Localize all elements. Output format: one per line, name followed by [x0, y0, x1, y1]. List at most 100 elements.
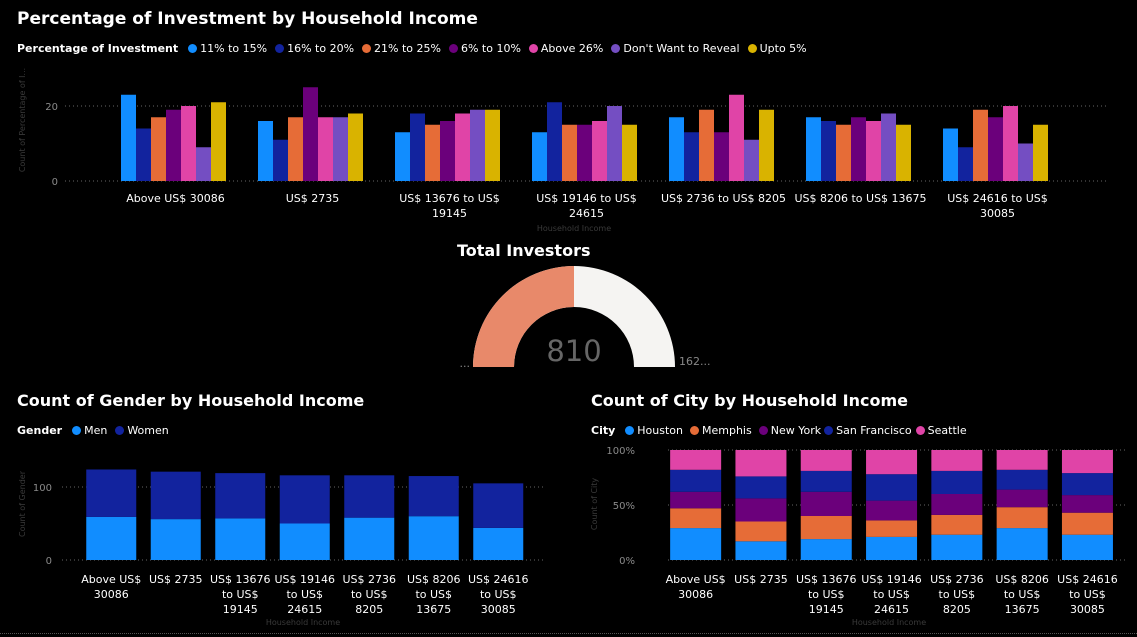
investment-legend-item-21-to-25[interactable]: 21% to 25%: [362, 42, 441, 55]
investment-legend-item-don-t-want-to-reveal[interactable]: Don't Want to Reveal: [611, 42, 740, 55]
legend-label: Seattle: [927, 424, 967, 437]
city-legend-item-memphis[interactable]: Memphis: [690, 424, 752, 437]
legend-label: Women: [127, 424, 169, 437]
city-bar-san-francisco: [931, 470, 983, 494]
gauge-fill: [473, 266, 574, 367]
city-bar-houston: [1061, 534, 1113, 560]
legend-label: Houston: [637, 424, 683, 437]
city-legend-item-san-francisco[interactable]: San Francisco: [824, 424, 912, 437]
investment-bar-21-to-25: [288, 117, 303, 181]
investment-bar-21-to-25: [973, 109, 988, 181]
gender-bar-women: [86, 469, 137, 517]
city-bar-houston: [866, 536, 918, 560]
investment-legend: Percentage of Investment 11% to 15% 16% to…: [17, 42, 809, 55]
city-bar-memphis: [670, 508, 722, 529]
city-bar-new-york: [670, 491, 722, 509]
gender-legend: Gender Men Women: [17, 424, 171, 437]
city-bar-new-york: [800, 491, 852, 516]
investment-category-label: US$ 13676 to US$ 19145: [399, 192, 500, 220]
investment-bar-11-to-15: [943, 128, 958, 181]
city-bar-new-york: [1061, 495, 1113, 513]
gender-category-label: Above US$ 30086: [81, 573, 141, 601]
gender-legend-item-men[interactable]: Men: [72, 424, 107, 437]
investment-legend-item-11-to-15[interactable]: 11% to 15%: [188, 42, 267, 55]
city-legend: City Houston Memphis New York San Francisco S…: [591, 424, 967, 437]
city-category-label: Above US$ 30086: [666, 573, 726, 601]
city-bar-memphis: [735, 521, 787, 542]
city-bar-san-francisco: [670, 469, 722, 492]
gender-legend-title: Gender: [17, 424, 63, 437]
city-bar-san-francisco: [1061, 473, 1113, 496]
investment-bar-21-to-25: [562, 124, 577, 181]
city-bar-houston: [800, 539, 852, 560]
city-bar-memphis: [996, 507, 1048, 529]
investment-legend-item-6-to-10[interactable]: 6% to 10%: [448, 42, 521, 55]
investment-bar-11-to-15: [121, 94, 136, 181]
legend-label: San Francisco: [836, 424, 912, 437]
city-bar-seattle: [670, 450, 722, 470]
city-bar-seattle: [800, 450, 852, 471]
investment-bar-upto-5: [896, 124, 911, 181]
investment-legend-title: Percentage of Investment: [17, 42, 179, 55]
investment-bar-above-26: [455, 113, 470, 181]
legend-dot: [824, 426, 834, 435]
gender-chart: 0 100 Count of Gender Household Income Above…: [18, 469, 545, 627]
investment-bar-don-t-want-to-reveal: [1018, 143, 1033, 181]
gender-category-label: US$ 2736 to US$ 8205: [342, 573, 396, 616]
investment-bar-16-to-20: [958, 147, 973, 181]
legend-dot: [611, 44, 621, 53]
investment-bar-above-26: [318, 117, 333, 181]
investment-ytick-label: 0: [52, 177, 58, 188]
legend-dot: [747, 44, 757, 53]
gender-bar-men: [473, 527, 524, 560]
gender-bar-women: [215, 473, 266, 519]
investment-category-label: US$ 8206 to US$ 13675: [794, 192, 926, 205]
investment-bar-don-t-want-to-reveal: [333, 117, 348, 181]
city-legend-item-new-york[interactable]: New York: [758, 424, 821, 437]
city-category-label: US$ 24616 to US$ 30085: [1057, 573, 1118, 616]
city-ytick-label: 0%: [619, 556, 635, 567]
investment-bar-11-to-15: [806, 117, 821, 181]
investment-bar-6-to-10: [577, 124, 592, 181]
gender-bar-women: [279, 475, 330, 524]
legend-label: Upto 5%: [759, 42, 807, 55]
investment-xlabel: Household Income: [537, 224, 611, 233]
city-legend-item-seattle[interactable]: Seattle: [915, 424, 967, 437]
investment-chart: 0 20 Count of Percentage of I... Household …: [18, 68, 1107, 233]
investment-bar-above-26: [592, 121, 607, 181]
investment-category-label: Above US$ 30086: [126, 192, 225, 205]
gender-bar-men: [408, 516, 459, 560]
investment-bar-6-to-10: [440, 121, 455, 181]
investment-bar-upto-5: [211, 102, 226, 181]
investment-legend-item-16-to-20[interactable]: 16% to 20%: [275, 42, 354, 55]
legend-label: 11% to 15%: [200, 42, 268, 55]
investment-bar-11-to-15: [669, 117, 684, 181]
investment-legend-item-upto-5[interactable]: Upto 5%: [747, 42, 807, 55]
legend-dot: [362, 44, 372, 53]
gender-category-label: US$ 24616 to US$ 30085: [468, 573, 529, 616]
investment-category-label: US$ 2735: [286, 192, 340, 205]
gender-legend-item-women[interactable]: Women: [115, 424, 169, 437]
legend-label: Memphis: [702, 424, 752, 437]
investment-bar-6-to-10: [988, 117, 1003, 181]
investment-bar-don-t-want-to-reveal: [607, 106, 622, 181]
legend-dot: [72, 426, 82, 435]
gender-bar-men: [344, 517, 395, 560]
investment-bar-upto-5: [348, 113, 363, 181]
investment-category-label: US$ 24616 to US$ 30085: [947, 192, 1048, 220]
investment-bar-6-to-10: [714, 132, 729, 181]
gender-bar-men: [215, 518, 266, 560]
city-bar-houston: [996, 528, 1048, 560]
investment-chart-title: Percentage of Investment by Household In…: [17, 9, 478, 29]
city-category-label: US$ 13676 to US$ 19145: [796, 573, 857, 616]
legend-dot: [690, 426, 699, 435]
legend-dot: [915, 426, 925, 435]
bottom-divider: [0, 633, 1137, 634]
investment-bar-21-to-25: [425, 124, 440, 181]
city-legend-item-houston[interactable]: Houston: [625, 424, 683, 437]
investment-bar-above-26: [181, 106, 196, 181]
gender-category-label: US$ 19146 to US$ 24615: [274, 573, 335, 616]
gender-xlabel: Household Income: [266, 618, 340, 627]
investment-category-label: US$ 19146 to US$ 24615: [536, 192, 637, 220]
investment-legend-item-above-26[interactable]: Above 26%: [528, 42, 603, 55]
